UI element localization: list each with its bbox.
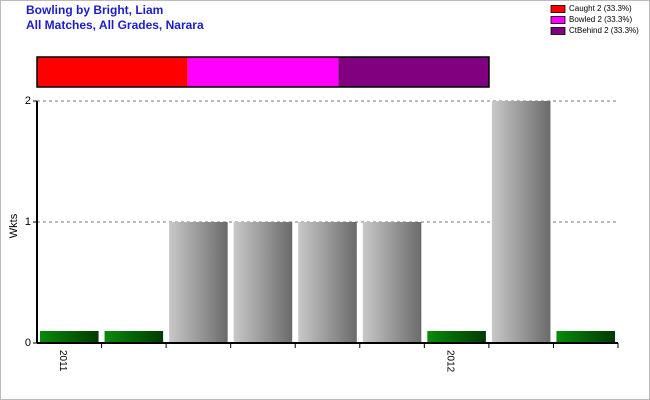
- bar: [491, 101, 551, 343]
- bar: [104, 331, 164, 343]
- legend-label: Caught 2 (33.3%): [569, 4, 632, 13]
- y-tick-label: 0: [25, 337, 31, 349]
- bar: [362, 222, 422, 343]
- y-tick-label: 2: [25, 95, 31, 107]
- x-tick-label: 2011: [57, 350, 68, 372]
- bar: [427, 331, 486, 343]
- x-tick-label: 2012: [445, 350, 456, 373]
- legend-swatch: [550, 5, 566, 13]
- chart-subtitle: All Matches, All Grades, Narara: [26, 18, 204, 32]
- y-axis-label: Wkts: [8, 213, 20, 238]
- legend-label: Bowled 2 (33.3%): [569, 15, 632, 24]
- legend-swatch: [550, 16, 566, 24]
- bar: [233, 222, 293, 343]
- y-tick-label: 1: [25, 216, 31, 228]
- legend-swatch: [550, 27, 566, 35]
- bar: [40, 331, 99, 343]
- proportion-segment: [338, 57, 489, 87]
- proportion-segment: [37, 57, 188, 87]
- bar: [556, 331, 615, 343]
- legend-label: CtBehind 2 (33.3%): [569, 26, 639, 35]
- bar: [169, 222, 228, 343]
- proportion-segment: [187, 57, 339, 87]
- bar: [298, 222, 357, 343]
- chart-title: Bowling by Bright, Liam: [26, 3, 163, 17]
- proportion-border: [36, 56, 490, 88]
